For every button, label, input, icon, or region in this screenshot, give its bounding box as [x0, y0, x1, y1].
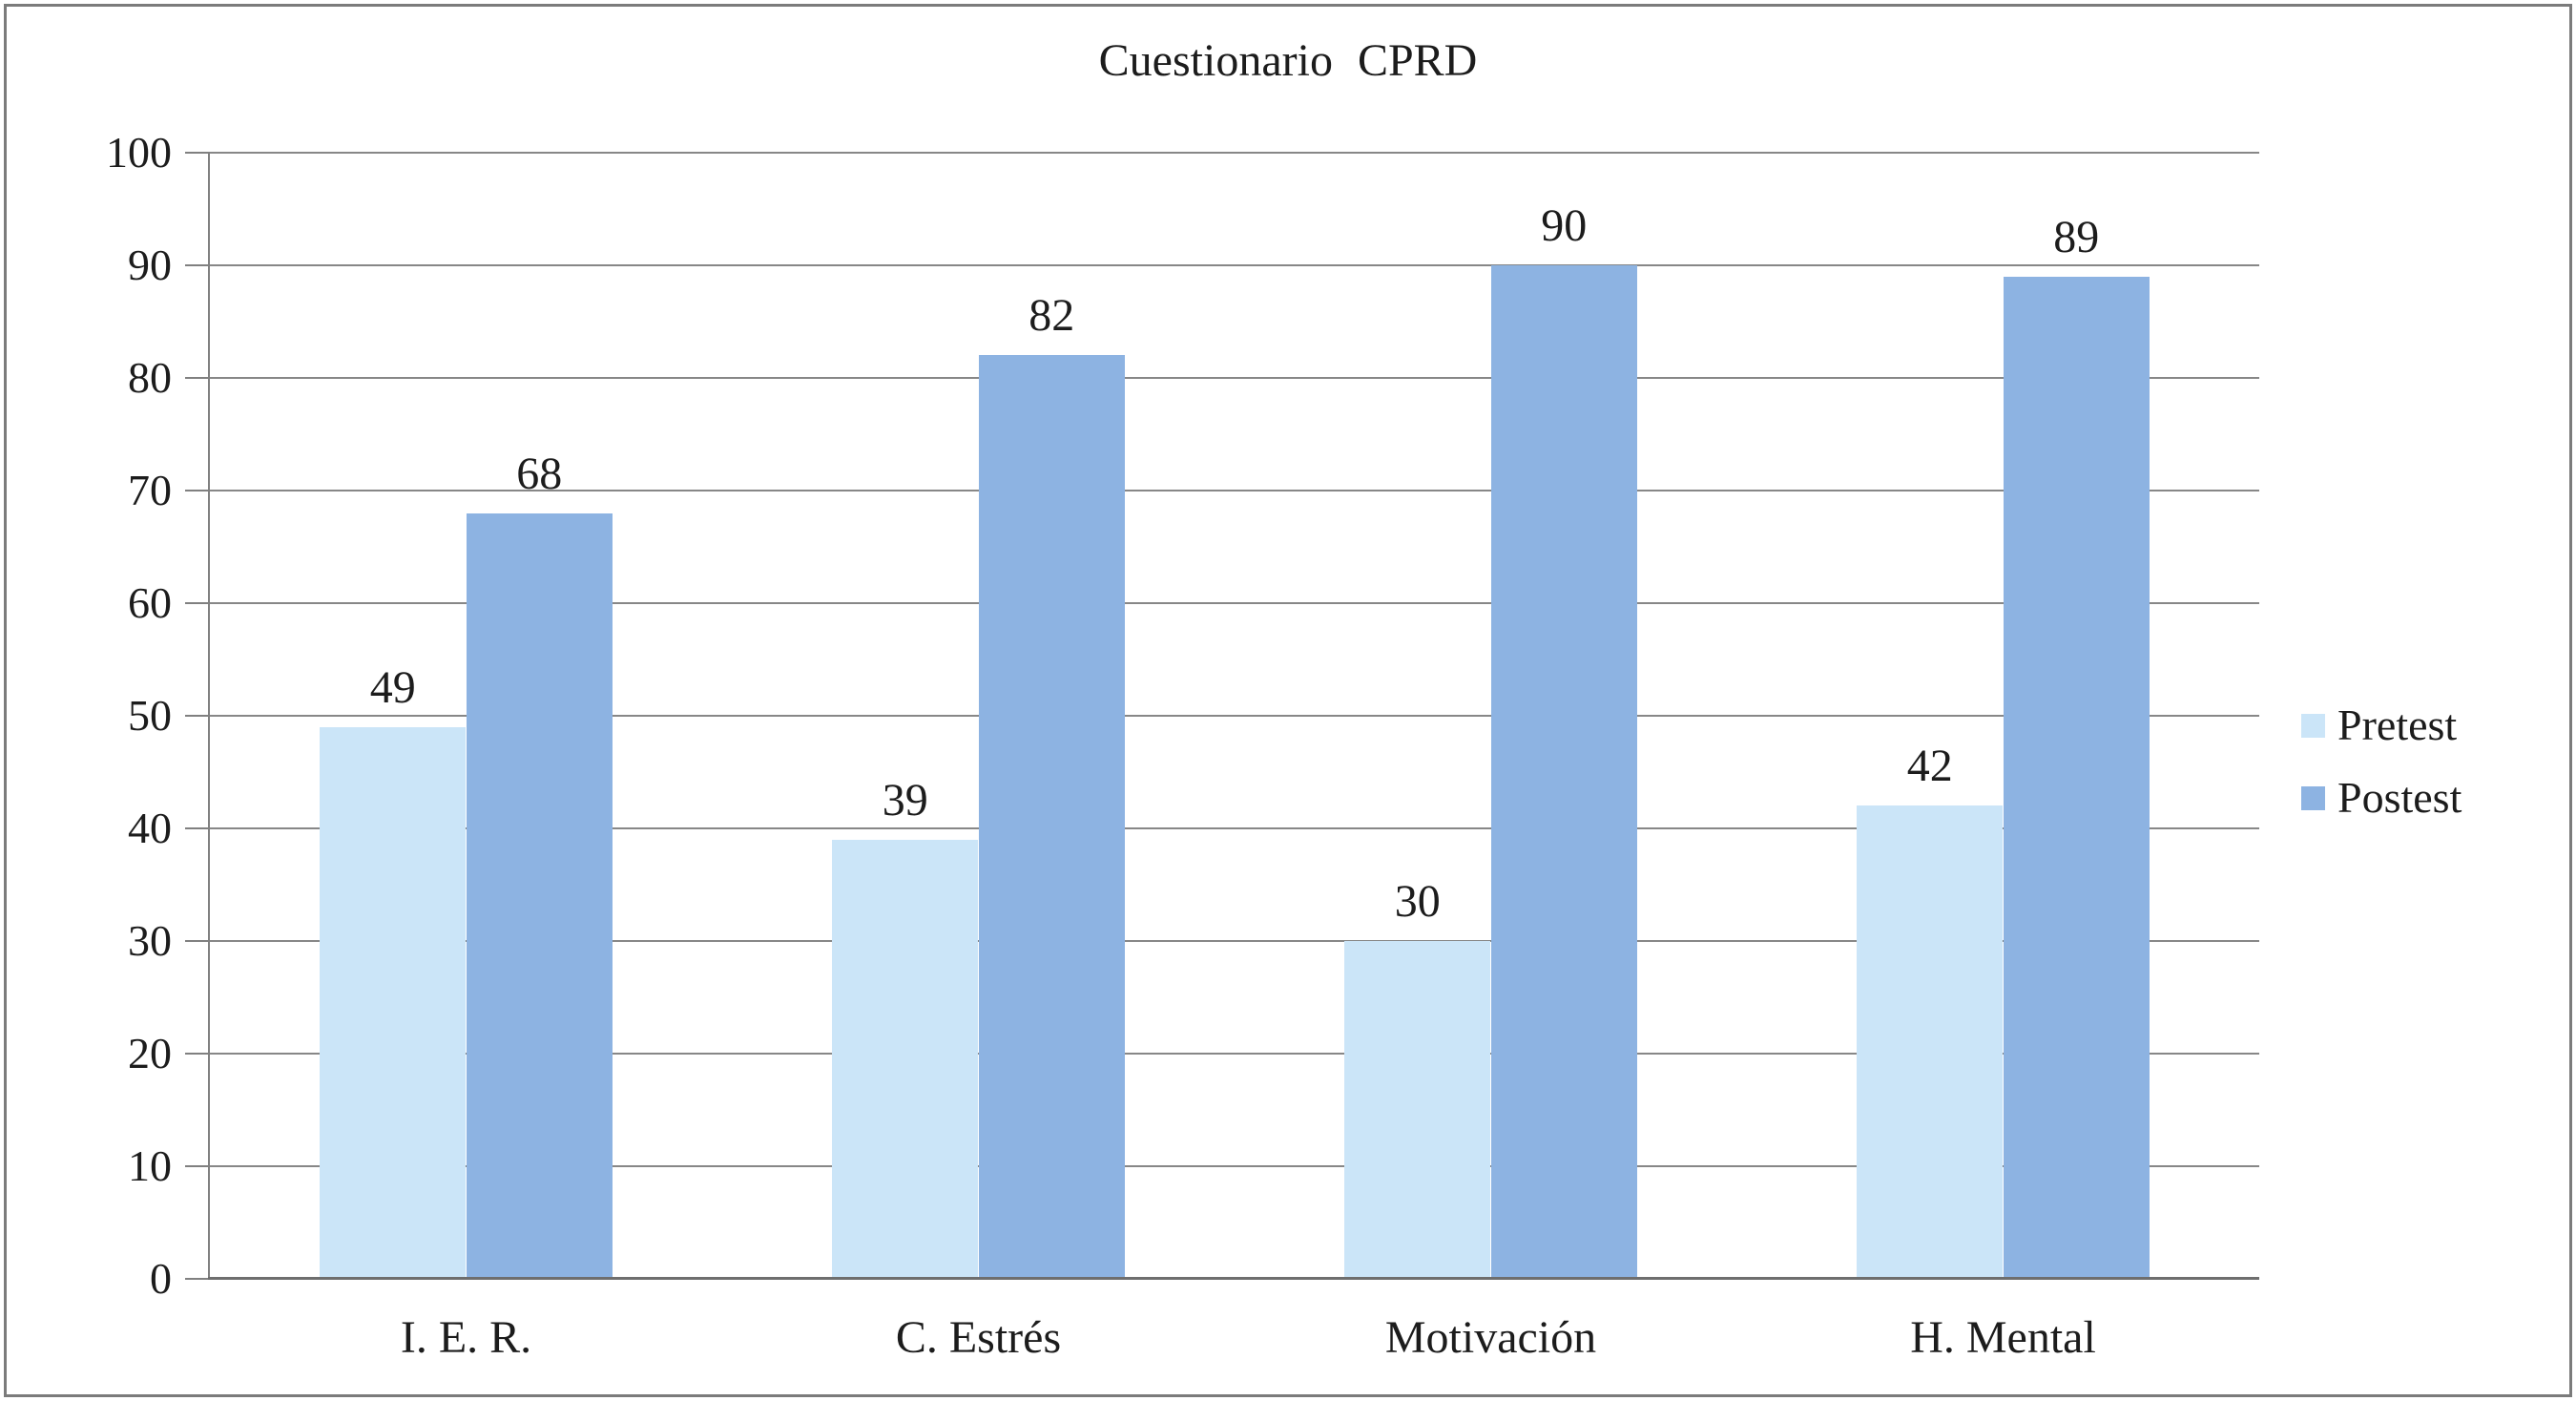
- gridline: [210, 1165, 2259, 1167]
- gridline: [210, 602, 2259, 604]
- bar-pretest: [1344, 941, 1491, 1279]
- y-axis-label: 80: [128, 353, 172, 402]
- y-axis-tick: [185, 1053, 210, 1055]
- y-axis-label: 10: [128, 1141, 172, 1190]
- gridline: [210, 152, 2259, 154]
- y-axis-label: 60: [128, 578, 172, 627]
- category-label: I. E. R.: [400, 1312, 532, 1363]
- category-label: H. Mental: [1910, 1312, 2096, 1363]
- legend-item: Pretest: [2301, 700, 2462, 750]
- bar-pretest: [832, 839, 979, 1279]
- bar-value-label: 82: [1028, 290, 1075, 342]
- gridline: [210, 1053, 2259, 1055]
- gridline: [210, 377, 2259, 379]
- gridline: [210, 715, 2259, 717]
- legend-label: Pretest: [2337, 700, 2458, 749]
- y-axis-tick: [185, 377, 210, 379]
- y-axis-line: [208, 153, 210, 1279]
- bar-value-label: 39: [882, 774, 928, 826]
- y-axis-tick: [185, 152, 210, 154]
- y-axis-label: 90: [128, 240, 172, 289]
- category-label: C. Estrés: [895, 1312, 1062, 1363]
- y-axis-tick: [185, 1278, 210, 1280]
- y-axis-label: 20: [128, 1029, 172, 1077]
- bar-pretest: [1857, 805, 2004, 1279]
- legend: Pretest Postest: [2301, 700, 2462, 846]
- legend-swatch-postest: [2301, 785, 2325, 810]
- bar-value-label: 89: [2053, 211, 2100, 262]
- y-axis-label: 40: [128, 804, 172, 852]
- y-axis-label: 0: [150, 1254, 172, 1303]
- category-label: Motivación: [1384, 1312, 1597, 1363]
- y-axis-tick: [185, 715, 210, 717]
- gridline: [210, 490, 2259, 491]
- y-axis-label: 70: [128, 466, 172, 514]
- legend-item: Postest: [2301, 773, 2462, 823]
- gridline: [210, 827, 2259, 829]
- bar-value-label: 90: [1541, 200, 1588, 251]
- y-axis-tick: [185, 490, 210, 491]
- x-axis-labels: I. E. R. C. Estrés Motivación H. Mental: [210, 1309, 2259, 1376]
- gridline: [210, 264, 2259, 266]
- legend-swatch-pretest: [2301, 713, 2325, 738]
- gridline: [210, 940, 2259, 942]
- y-axis-tick: [185, 940, 210, 942]
- y-axis-tick: [185, 602, 210, 604]
- y-axis-tick: [185, 1165, 210, 1167]
- y-axis-label: 50: [128, 691, 172, 740]
- plot-area: 0 10 20 30 40 50 60 70 80 90 100 49 68 39 82 30 90 42 89: [106, 128, 2259, 1303]
- y-axis-label: 100: [106, 128, 172, 177]
- bar-postest: [2003, 276, 2150, 1279]
- bar-pretest: [320, 726, 467, 1279]
- chart-title: Cuestionario CPRD: [1098, 35, 1478, 86]
- y-axis-tick: [185, 264, 210, 266]
- bar-postest: [1490, 265, 1637, 1279]
- bar-postest: [978, 355, 1125, 1279]
- bar-postest: [466, 512, 613, 1279]
- bar-value-label: 30: [1394, 876, 1441, 927]
- legend-label: Postest: [2337, 773, 2462, 822]
- y-axis-tick: [185, 827, 210, 829]
- x-axis-line: [208, 1277, 2259, 1280]
- y-axis-label: 30: [128, 916, 172, 965]
- bar-value-label: 49: [369, 661, 416, 713]
- bar-value-label: 42: [1906, 741, 1953, 792]
- bar-value-label: 68: [516, 448, 563, 499]
